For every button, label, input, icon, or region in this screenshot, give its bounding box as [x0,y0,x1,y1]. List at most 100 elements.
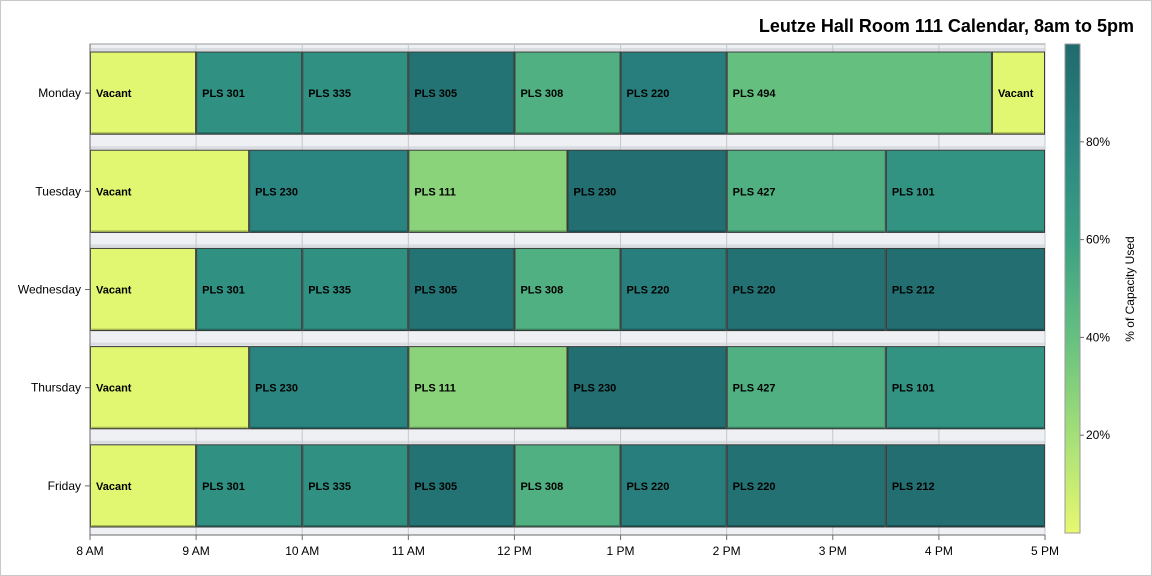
y-axis: Monday Tuesday Wednesday Thursday Friday [18,44,91,535]
bar-rect [408,149,568,233]
bar-segment[interactable]: PLS 427 [726,346,886,430]
bar-rect [620,247,727,332]
bar-label: PLS 111 [414,383,456,395]
bar-segment[interactable]: PLS 230 [249,149,409,233]
bar-segment[interactable]: PLS 101 [885,346,1045,430]
bar-segment[interactable]: PLS 220 [620,444,727,528]
bar-segment[interactable]: PLS 301 [196,247,303,332]
y-tick-label: Tuesday [35,184,81,198]
y-tick-label: Wednesday [18,283,81,297]
bar-segment[interactable]: PLS 335 [302,247,409,332]
bar-segment[interactable]: PLS 101 [885,149,1045,233]
x-tick-label: 3 PM [819,544,847,558]
bar-segment[interactable]: PLS 494 [726,51,992,135]
bar-segment[interactable]: PLS 305 [408,247,515,332]
bar-rect [249,346,409,430]
bar-label: Vacant [96,88,132,100]
bar-label: PLS 301 [202,285,245,297]
bar-segment[interactable]: PLS 230 [567,346,727,430]
bar-rect [408,247,515,332]
bar-segment[interactable]: PLS 212 [885,247,1045,332]
band-separator [90,440,1045,444]
bar-segment[interactable]: PLS 308 [514,247,621,332]
bar-segment[interactable]: Vacant [90,346,250,430]
bar-label: PLS 305 [414,481,457,493]
bar-rect [408,346,568,430]
bar-label: PLS 220 [627,481,670,493]
bar-segment[interactable]: PLS 230 [567,149,727,233]
bar-label: PLS 335 [308,88,351,100]
band-separator [90,146,1045,150]
bar-rect [726,444,886,528]
bar-label: PLS 111 [414,186,456,198]
bar-label: PLS 230 [255,383,298,395]
y-tick-label: Friday [48,479,81,493]
bar-rect [567,149,727,233]
chart-title: Leutze Hall Room 111 Calendar, 8am to 5p… [759,16,1134,36]
bar-segment[interactable]: PLS 301 [196,51,303,135]
x-tick-label: 4 PM [925,544,953,558]
bar-label: PLS 220 [733,481,776,493]
bar-label: Vacant [96,481,132,493]
bar-segment[interactable]: PLS 230 [249,346,409,430]
x-tick-label: 12 PM [497,544,532,558]
bar-rect [408,444,515,528]
band-separator [90,244,1045,248]
bar-label: PLS 308 [520,481,563,493]
bar-segment[interactable]: Vacant [90,149,250,233]
bar-segment[interactable]: Vacant [991,51,1046,135]
bar-segment[interactable]: Vacant [90,51,197,135]
bar-label: PLS 220 [733,285,776,297]
bar-label: PLS 308 [520,88,563,100]
bar-rect [196,247,303,332]
bar-label: PLS 101 [892,383,935,395]
bar-segment[interactable]: PLS 212 [885,444,1045,528]
bar-rect [726,149,886,233]
y-tick-label: Thursday [31,381,81,395]
bar-label: Vacant [998,88,1034,100]
x-tick-label: 10 AM [285,544,319,558]
bar-rect [514,247,621,332]
bar-rect [302,247,409,332]
bar-segment[interactable]: PLS 111 [408,346,568,430]
bar-segment[interactable]: PLS 220 [726,444,886,528]
bar-label: PLS 220 [627,88,670,100]
bar-segment[interactable]: PLS 335 [302,51,409,135]
band-separator [90,48,1045,51]
x-tick-label: 2 PM [713,544,741,558]
bar-segment[interactable]: PLS 308 [514,51,621,135]
bar-segment[interactable]: PLS 111 [408,149,568,233]
bar-rect [249,149,409,233]
bar-rect [885,444,1045,528]
x-tick-label: 9 AM [182,544,209,558]
bar-segment[interactable]: Vacant [90,247,197,332]
bar-segment[interactable]: Vacant [90,444,197,528]
legend-tick-label: 60% [1086,233,1110,247]
bar-segment[interactable]: PLS 220 [620,51,727,135]
bar-label: PLS 212 [892,481,935,493]
bar-rect [196,51,303,135]
band-separator [90,342,1045,346]
bar-label: PLS 427 [733,186,776,198]
bar-rect [408,51,515,135]
bar-segment[interactable]: PLS 220 [620,247,727,332]
legend-tick-label: 20% [1086,428,1110,442]
x-tick-label: 5 PM [1031,544,1059,558]
bar-segment[interactable]: PLS 427 [726,149,886,233]
x-tick-label: 8 AM [76,544,103,558]
bar-segment[interactable]: PLS 335 [302,444,409,528]
bar-segment[interactable]: PLS 301 [196,444,303,528]
bar-segment[interactable]: PLS 305 [408,444,515,528]
bar-rect [620,51,727,135]
bar-segment[interactable]: PLS 305 [408,51,515,135]
bar-label: PLS 220 [627,285,670,297]
bar-rect [90,247,197,332]
legend-tick-label: 80% [1086,135,1110,149]
bar-label: PLS 427 [733,383,776,395]
bar-segment[interactable]: PLS 220 [726,247,886,332]
bar-label: PLS 335 [308,285,351,297]
bar-rect [90,149,250,233]
bar-rect [567,346,727,430]
bar-segment[interactable]: PLS 308 [514,444,621,528]
